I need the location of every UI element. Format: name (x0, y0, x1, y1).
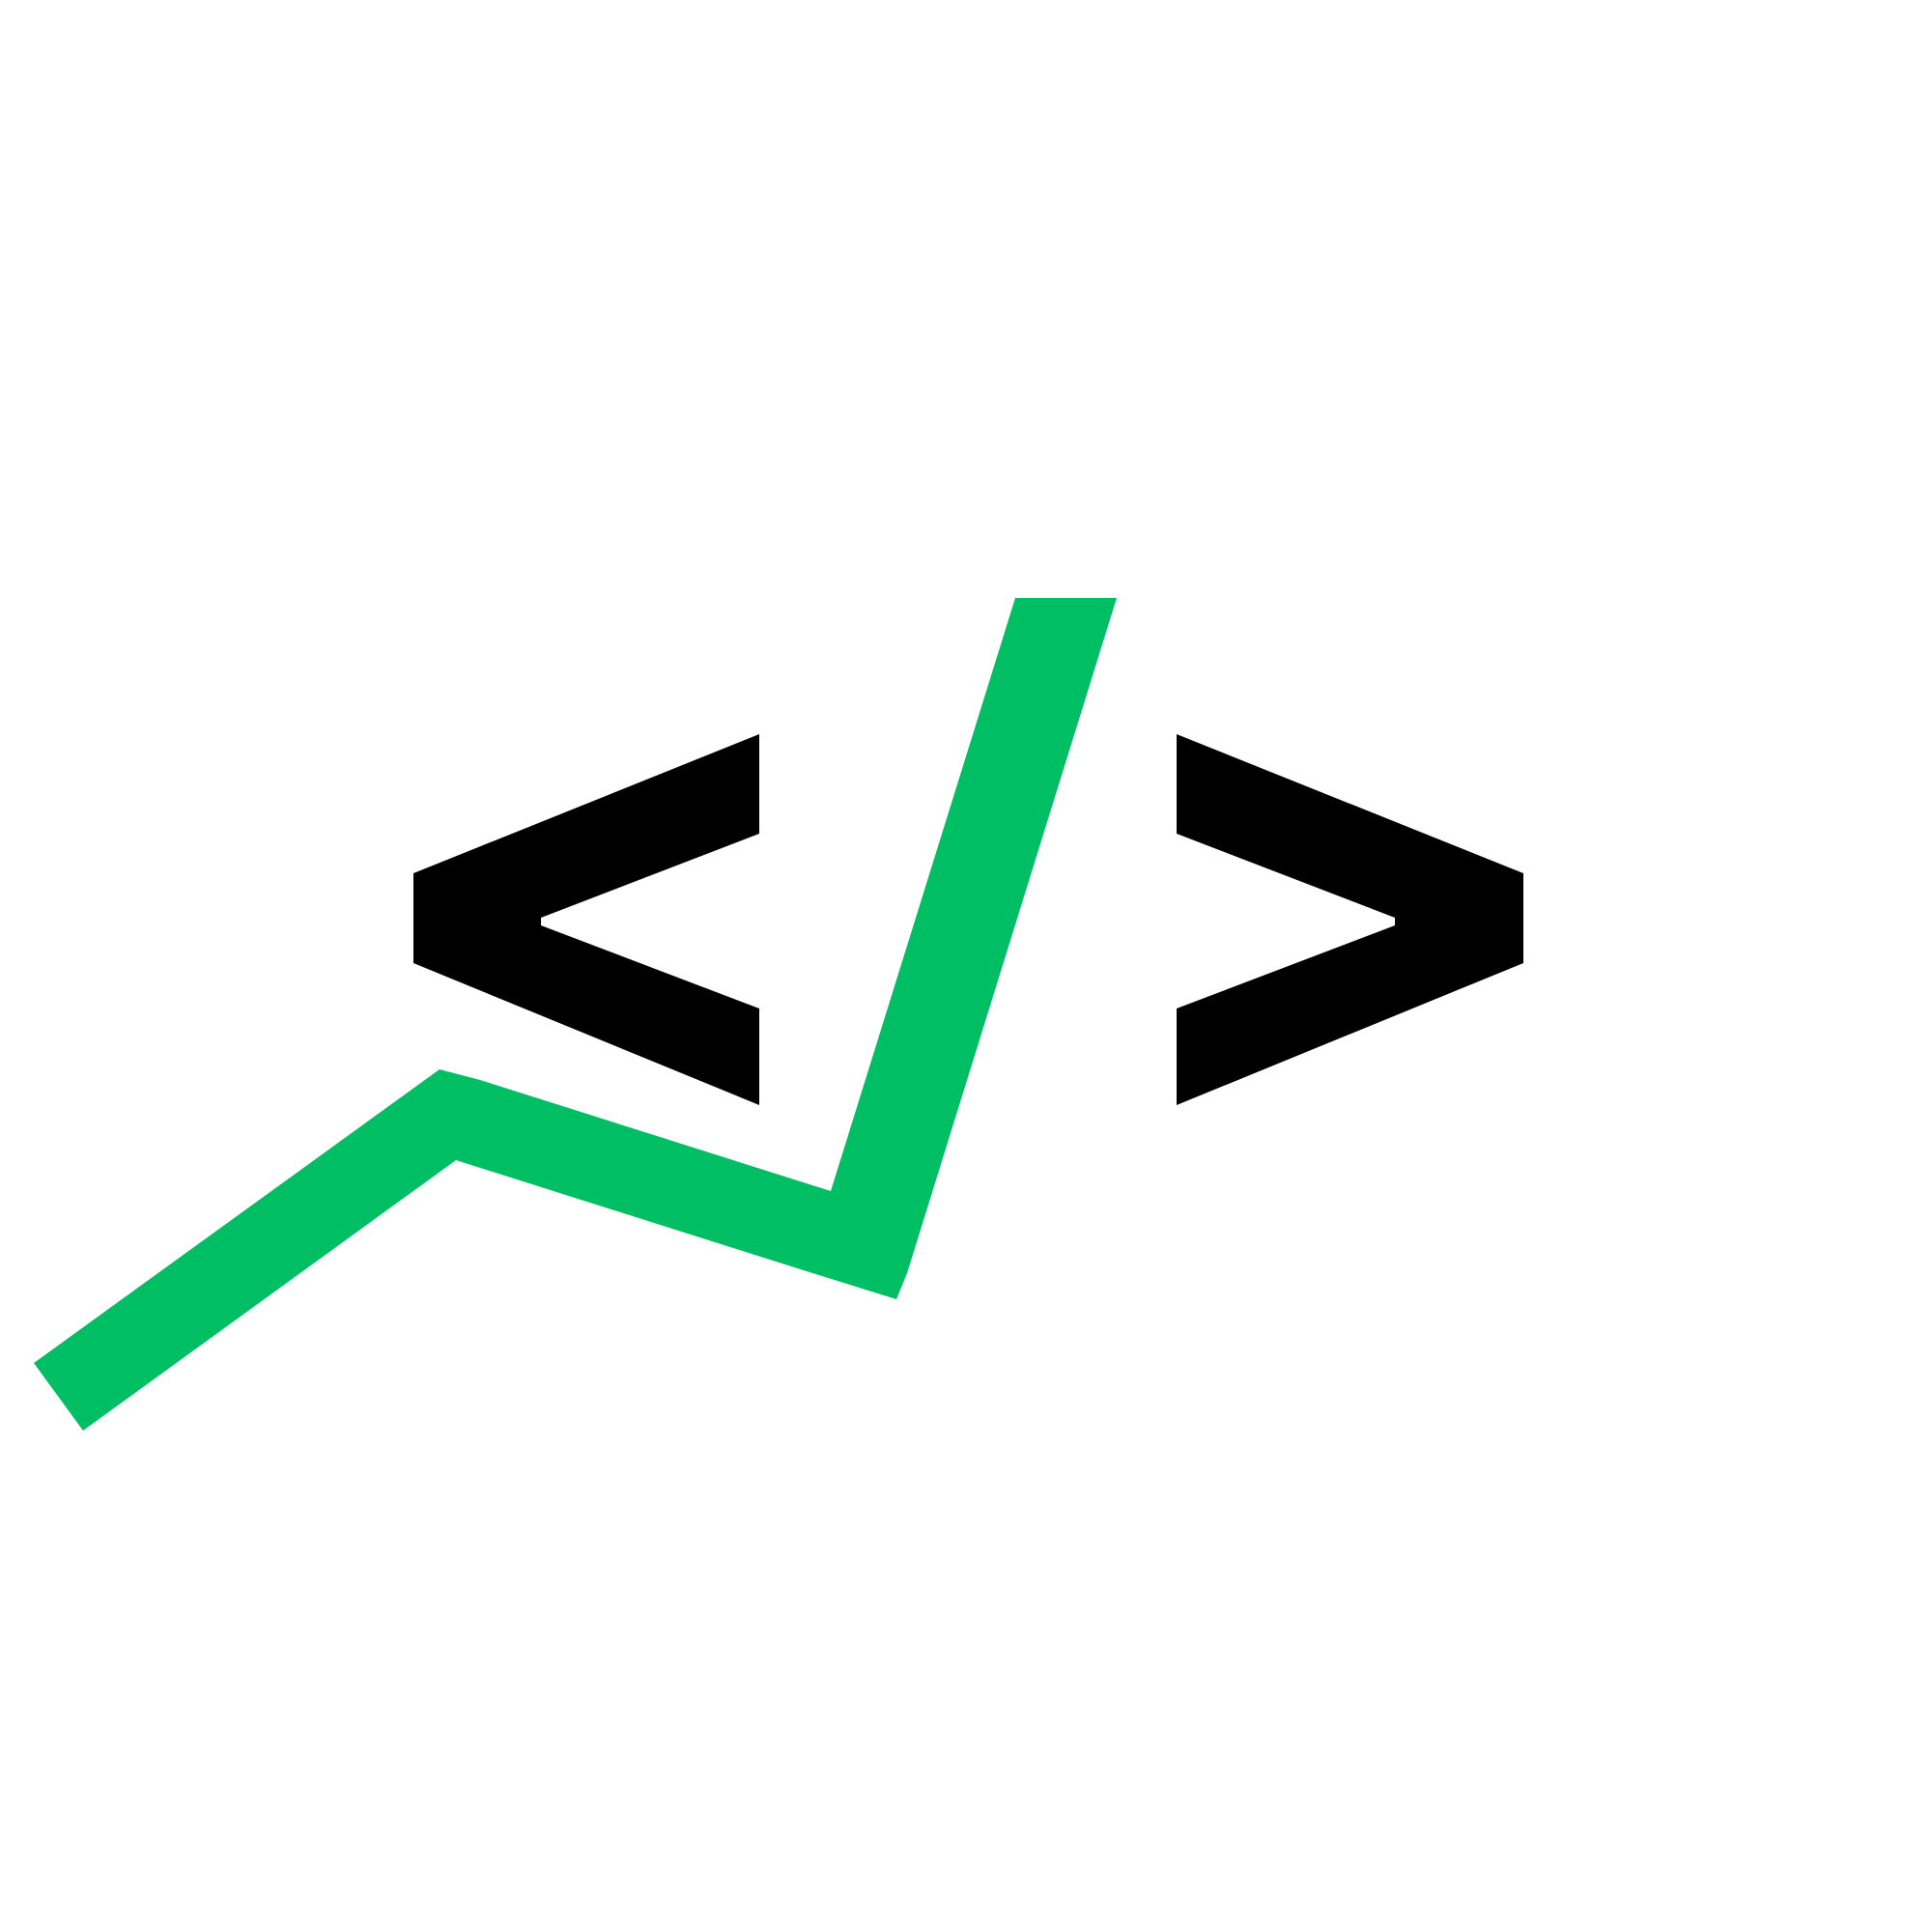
left-angle-bracket-icon (413, 734, 759, 1105)
green-trend-line-slash-icon (34, 598, 1117, 1431)
right-angle-bracket-icon (1177, 734, 1523, 1105)
